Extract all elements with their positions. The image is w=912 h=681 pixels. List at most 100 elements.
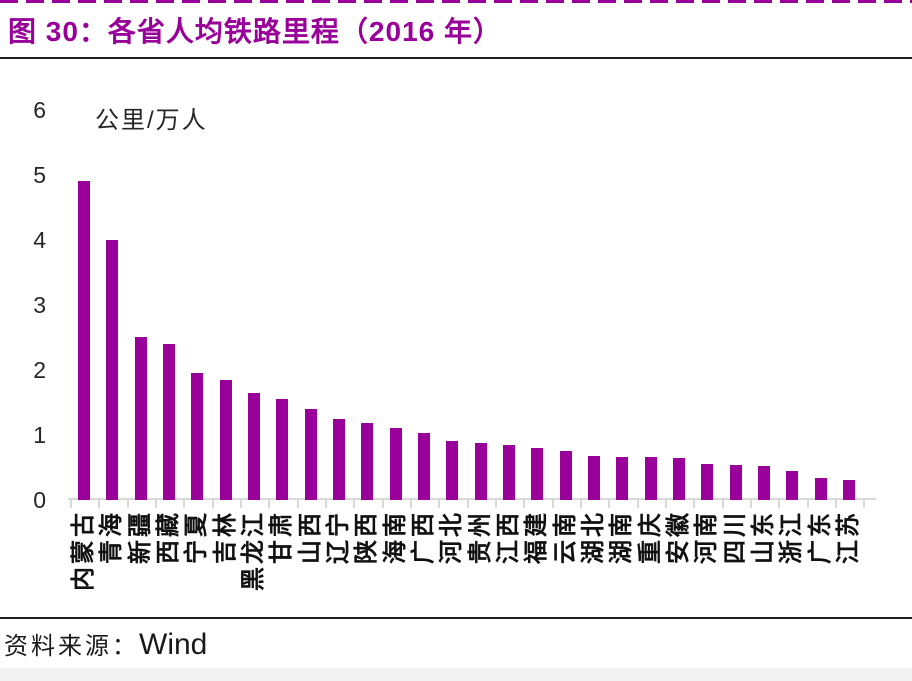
bar-山东 <box>758 466 770 500</box>
x-axis-tick <box>580 500 582 508</box>
x-axis-tick <box>467 500 469 508</box>
y-axis-tick-label: 0 <box>33 487 46 513</box>
x-axis-label-text: 广东 <box>807 510 834 564</box>
x-axis-label-text: 安徽 <box>665 510 692 564</box>
bar-青海 <box>106 240 118 500</box>
x-axis-label-text: 河南 <box>693 510 720 564</box>
x-axis-label-text: 宁夏 <box>183 510 210 564</box>
bar-吉林 <box>220 380 232 500</box>
bar-浙江 <box>786 471 798 500</box>
x-axis-label-text: 山西 <box>297 510 324 564</box>
x-axis-label-text: 广西 <box>410 510 437 564</box>
bar-湖南 <box>616 457 628 500</box>
y-axis-tick-label: 6 <box>33 97 46 123</box>
bar-福建 <box>531 448 543 500</box>
footer-divider <box>0 617 912 619</box>
x-axis-tick <box>552 500 554 508</box>
x-axis-label-text: 湖南 <box>608 510 635 564</box>
x-axis-tick <box>297 500 299 508</box>
bar-辽宁 <box>333 419 345 500</box>
x-axis-label-text: 辽宁 <box>325 510 352 564</box>
bar-甘肃 <box>276 399 288 500</box>
x-axis-tick <box>127 500 129 508</box>
x-axis-tick <box>98 500 100 508</box>
x-axis-tick <box>495 500 497 508</box>
x-axis-tick <box>155 500 157 508</box>
x-axis-tick <box>325 500 327 508</box>
x-axis-label-text: 陕西 <box>353 510 380 564</box>
x-axis-label-text: 西藏 <box>155 510 182 564</box>
source-label: 资料来源： <box>4 634 139 660</box>
bar-陕西 <box>361 423 373 500</box>
bar-江苏 <box>843 480 855 500</box>
x-axis-tick <box>268 500 270 508</box>
x-axis-tick <box>778 500 780 508</box>
x-axis-tick <box>353 500 355 508</box>
y-axis-tick-label: 2 <box>33 357 46 383</box>
x-axis-tick <box>183 500 185 508</box>
bar-河南 <box>701 464 713 500</box>
x-axis-label-text: 浙江 <box>778 510 805 564</box>
x-axis-tick <box>608 500 610 508</box>
bar-宁夏 <box>191 373 203 500</box>
bar-江西 <box>503 445 515 500</box>
x-axis-tick <box>438 500 440 508</box>
x-axis-label-text: 青海 <box>98 510 125 564</box>
x-axis-tick <box>863 500 865 508</box>
y-axis-tick-label: 3 <box>33 292 46 318</box>
x-axis-tick <box>693 500 695 508</box>
x-axis-label-text: 云南 <box>552 510 579 564</box>
y-axis-tick-label: 1 <box>33 422 46 448</box>
x-axis-tick <box>637 500 639 508</box>
x-axis-tick <box>750 500 752 508</box>
bar-重庆 <box>645 457 657 500</box>
title-divider <box>0 57 912 59</box>
y-axis-tick-label: 5 <box>33 162 46 188</box>
bar-云南 <box>560 451 572 500</box>
x-axis-tick <box>240 500 242 508</box>
x-axis-label-text: 吉林 <box>212 510 239 564</box>
bar-山西 <box>305 409 317 500</box>
bar-四川 <box>730 465 742 500</box>
x-axis-label-text: 黑龙江 <box>240 510 267 591</box>
x-axis-label-text: 湖北 <box>580 510 607 564</box>
bar-海南 <box>390 428 402 500</box>
top-dashed-border <box>0 0 912 3</box>
y-axis-tick-label: 4 <box>33 227 46 253</box>
source-value: Wind <box>139 628 208 661</box>
x-axis-label-text: 江苏 <box>835 510 862 564</box>
x-axis-label-text: 江西 <box>495 510 522 564</box>
x-axis-label-text: 内蒙古 <box>70 510 97 591</box>
x-axis-tick <box>835 500 837 508</box>
x-axis-label-text: 福建 <box>523 510 550 564</box>
x-axis-label-text: 山东 <box>750 510 777 564</box>
x-axis-label-text: 贵州 <box>467 510 494 564</box>
x-axis-tick <box>212 500 214 508</box>
x-axis-tick <box>722 500 724 508</box>
bar-内蒙古 <box>78 181 90 500</box>
x-axis-tick <box>523 500 525 508</box>
x-axis-label-text: 河北 <box>438 510 465 564</box>
x-axis-label-text: 海南 <box>382 510 409 564</box>
x-axis-tick <box>410 500 412 508</box>
x-axis-label-text: 重庆 <box>637 510 664 564</box>
bar-安徽 <box>673 458 685 500</box>
bar-湖北 <box>588 456 600 500</box>
x-axis-tick <box>70 500 72 508</box>
bar-广西 <box>418 433 430 500</box>
bar-西藏 <box>163 344 175 500</box>
bar-广东 <box>815 478 827 500</box>
x-axis-label-text: 四川 <box>722 510 749 564</box>
bar-黑龙江 <box>248 393 260 500</box>
x-axis-label-text: 甘肃 <box>268 510 295 564</box>
x-axis-line <box>68 498 876 500</box>
figure-title: 图 30：各省人均铁路里程（2016 年） <box>8 16 502 47</box>
y-axis-unit-label: 公里/万人 <box>95 107 208 134</box>
bar-贵州 <box>475 443 487 500</box>
x-axis-tick <box>665 500 667 508</box>
x-axis-label-text: 新疆 <box>127 510 154 564</box>
bar-新疆 <box>135 337 147 500</box>
bar-河北 <box>446 441 458 500</box>
source-line: 资料来源：Wind <box>4 626 207 662</box>
